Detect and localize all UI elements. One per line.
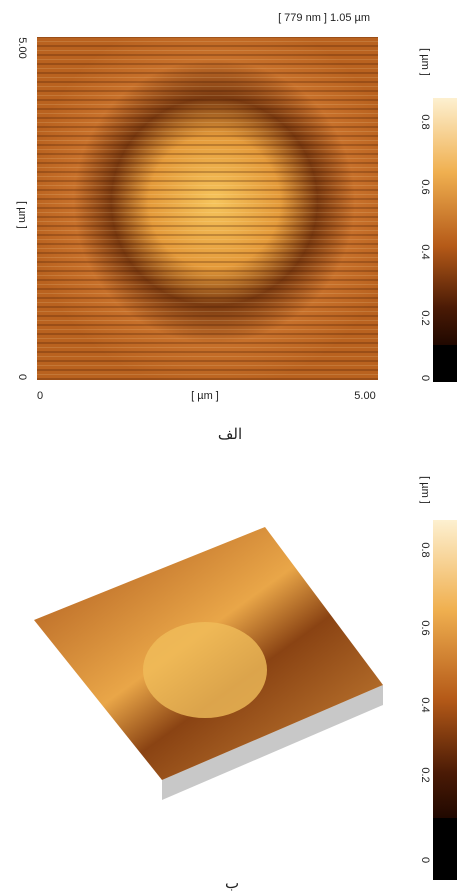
caption: الف: [218, 425, 242, 443]
colorbar-tick: 0.2: [419, 767, 431, 782]
colorbar-tick: 0.4: [419, 697, 431, 712]
y-axis-label: [ µm ]: [16, 201, 28, 229]
surface-bump: [143, 622, 267, 718]
colorbar-unit: [ µm ]: [419, 476, 431, 504]
colorbar: [433, 520, 457, 818]
x-tick-label: 5.00: [354, 390, 375, 402]
colorbar-unit: [ µm ]: [419, 48, 431, 76]
colorbar-tick: 0.6: [419, 620, 431, 635]
colorbar-tick: 0.2: [419, 310, 431, 325]
x-tick-label: 0: [37, 390, 43, 402]
colorbar: [433, 98, 457, 345]
y-tick-label: 0: [16, 374, 28, 380]
colorbar-tick: 0.6: [419, 179, 431, 194]
colorbar-tick: 0.4: [419, 244, 431, 259]
range-label: [ 779 nm ] 1.05 µm: [278, 12, 370, 24]
caption: ب: [225, 874, 239, 892]
surface-side: [162, 685, 383, 800]
colorbar-tick: 0: [419, 375, 431, 381]
colorbar-tick: 0.8: [419, 542, 431, 557]
colorbar-tick: 0: [419, 857, 431, 863]
colorbar-tick: 0.8: [419, 114, 431, 129]
y-tick-label: 5.00: [16, 37, 28, 58]
colorbar-base: [433, 345, 457, 382]
x-axis-label: [ µm ]: [191, 390, 219, 402]
colorbar-base: [433, 818, 457, 880]
afm-texture: [37, 37, 378, 380]
